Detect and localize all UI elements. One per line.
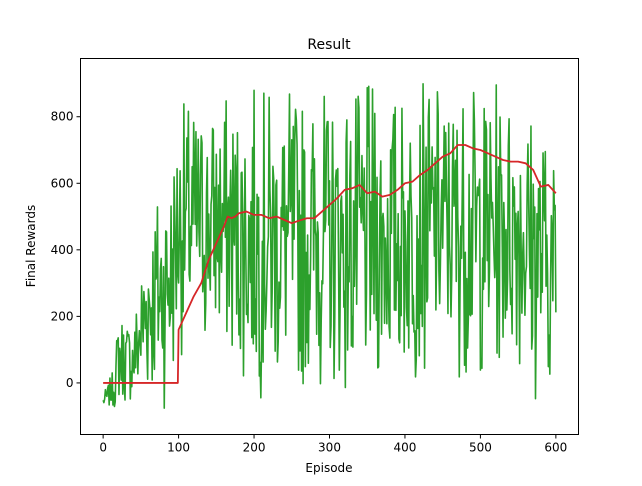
series-layer [102, 82, 557, 409]
x-tick-label: 300 [318, 441, 341, 455]
moving-average-line [103, 144, 557, 384]
y-axis-label: Final Rewards [24, 205, 38, 287]
x-tick-label: 100 [167, 441, 190, 455]
raw-reward-line [102, 82, 557, 409]
plot-area: 0 100 200 300 400 500 600 0 200 400 600 800 [51, 58, 579, 455]
y-ticks: 0 200 400 600 800 [51, 110, 81, 390]
y-tick-label: 400 [51, 243, 74, 257]
x-tick-label: 600 [544, 441, 567, 455]
x-tick-label: 400 [394, 441, 417, 455]
x-ticks: 0 100 200 300 400 500 600 [99, 434, 567, 455]
y-tick-label: 600 [51, 176, 74, 190]
x-tick-label: 500 [469, 441, 492, 455]
x-axis-label: Episode [305, 461, 352, 475]
y-tick-label: 200 [51, 309, 74, 323]
y-tick-label: 800 [51, 110, 74, 124]
chart-title: Result [307, 37, 351, 53]
y-tick-label: 0 [66, 376, 74, 390]
x-tick-label: 0 [99, 441, 107, 455]
x-tick-label: 200 [243, 441, 266, 455]
